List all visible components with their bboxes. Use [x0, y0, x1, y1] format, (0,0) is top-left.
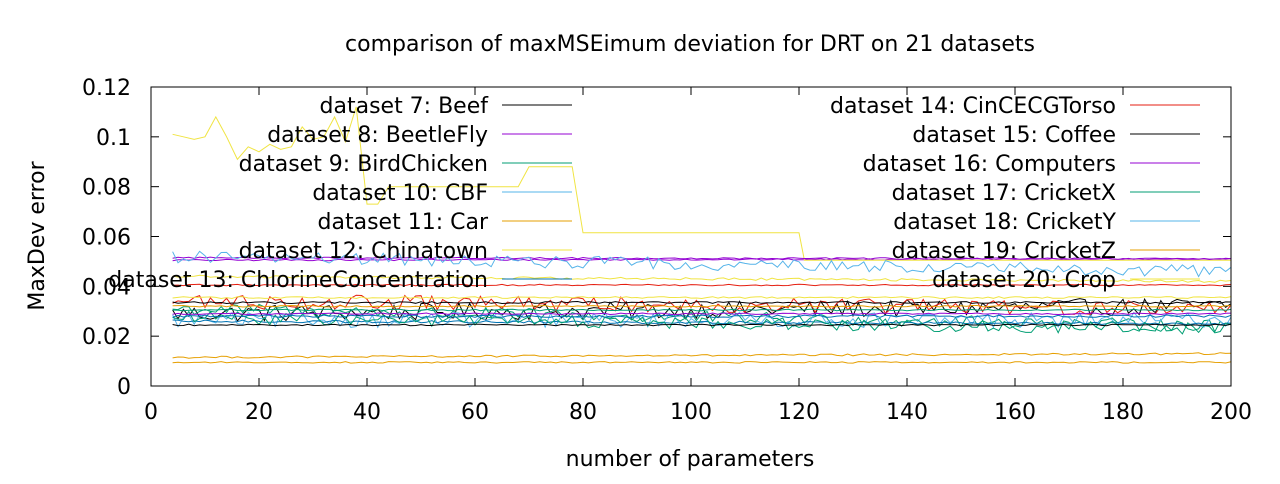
- x-tick-label: 80: [569, 400, 597, 425]
- series-line-21: [172, 296, 1232, 300]
- axes: 0 20 40 60 80 100 120 140 160 180 200 0 0.02 0.04 0.06…: [82, 76, 1252, 425]
- series-line-6: [172, 106, 1231, 261]
- x-tick-label: 40: [353, 400, 381, 425]
- y-tick-label: 0.06: [82, 226, 131, 251]
- chart-title: comparison of maxMSEimum deviation for D…: [345, 32, 1035, 57]
- y-tick-label: 0.12: [82, 76, 131, 101]
- series-line-16: [172, 283, 1232, 287]
- legend-label-8: dataset 14: CinCECGTorso: [830, 94, 1116, 119]
- legend-label-10: dataset 16: Computers: [863, 152, 1116, 177]
- legend-label-14: dataset 20: Crop: [932, 268, 1116, 293]
- series-line-1: [172, 297, 1232, 322]
- legend-label-3: dataset 9: BirdChicken: [239, 152, 488, 177]
- legend-label-6: dataset 12: Chinatown: [239, 239, 488, 264]
- series-line-13: [172, 361, 1232, 364]
- legend-label-9: dataset 15: Coffee: [912, 123, 1116, 148]
- series-line-15: [172, 314, 1232, 319]
- y-tick-label: 0: [117, 375, 131, 400]
- series-line-19: [172, 308, 1232, 312]
- series-layer: [172, 106, 1232, 364]
- legend-label-5: dataset 11: Car: [318, 210, 489, 235]
- x-tick-label: 60: [461, 400, 489, 425]
- series-line-20: [172, 304, 1232, 308]
- series-line-18: [172, 312, 1232, 316]
- legend-label-1: dataset 7: Beef: [320, 94, 490, 119]
- x-tick-label: 120: [778, 400, 820, 425]
- x-axis-label: number of parameters: [566, 447, 815, 472]
- legend-label-7: dataset 13: ChlorineConcentration: [108, 268, 488, 293]
- x-tick-label: 20: [245, 400, 273, 425]
- x-tick-label: 0: [144, 400, 158, 425]
- series-line-14: [172, 274, 1232, 283]
- legend: dataset 7: Beef dataset 8: BeetleFly datas…: [108, 94, 1200, 293]
- x-tick-label: 140: [886, 400, 928, 425]
- x-tick-label: 100: [670, 400, 712, 425]
- series-line-9: [172, 300, 1232, 305]
- legend-label-4: dataset 10: CBF: [312, 181, 488, 206]
- x-tick-label: 180: [1102, 400, 1144, 425]
- series-line-5: [172, 352, 1232, 359]
- series-line-10: [172, 256, 1232, 261]
- legend-label-11: dataset 17: CricketX: [892, 181, 1116, 206]
- y-tick-label: 0.08: [82, 176, 131, 201]
- series-line-11: [172, 310, 1232, 335]
- y-tick-label: 0.04: [82, 275, 131, 300]
- series-line-8: [172, 294, 1232, 316]
- x-tick-label: 160: [994, 400, 1036, 425]
- legend-label-12: dataset 18: CricketY: [893, 210, 1116, 235]
- y-tick-label: 0.1: [96, 126, 131, 151]
- y-axis-label: MaxDev error: [25, 160, 50, 310]
- legend-label-2: dataset 8: BeetleFly: [267, 123, 488, 148]
- legend-label-13: dataset 19: CricketZ: [892, 239, 1116, 264]
- y-tick-label: 0.02: [82, 325, 131, 350]
- series-line-12: [172, 250, 1232, 278]
- series-line-17: [172, 323, 1232, 327]
- x-tick-label: 200: [1210, 400, 1252, 425]
